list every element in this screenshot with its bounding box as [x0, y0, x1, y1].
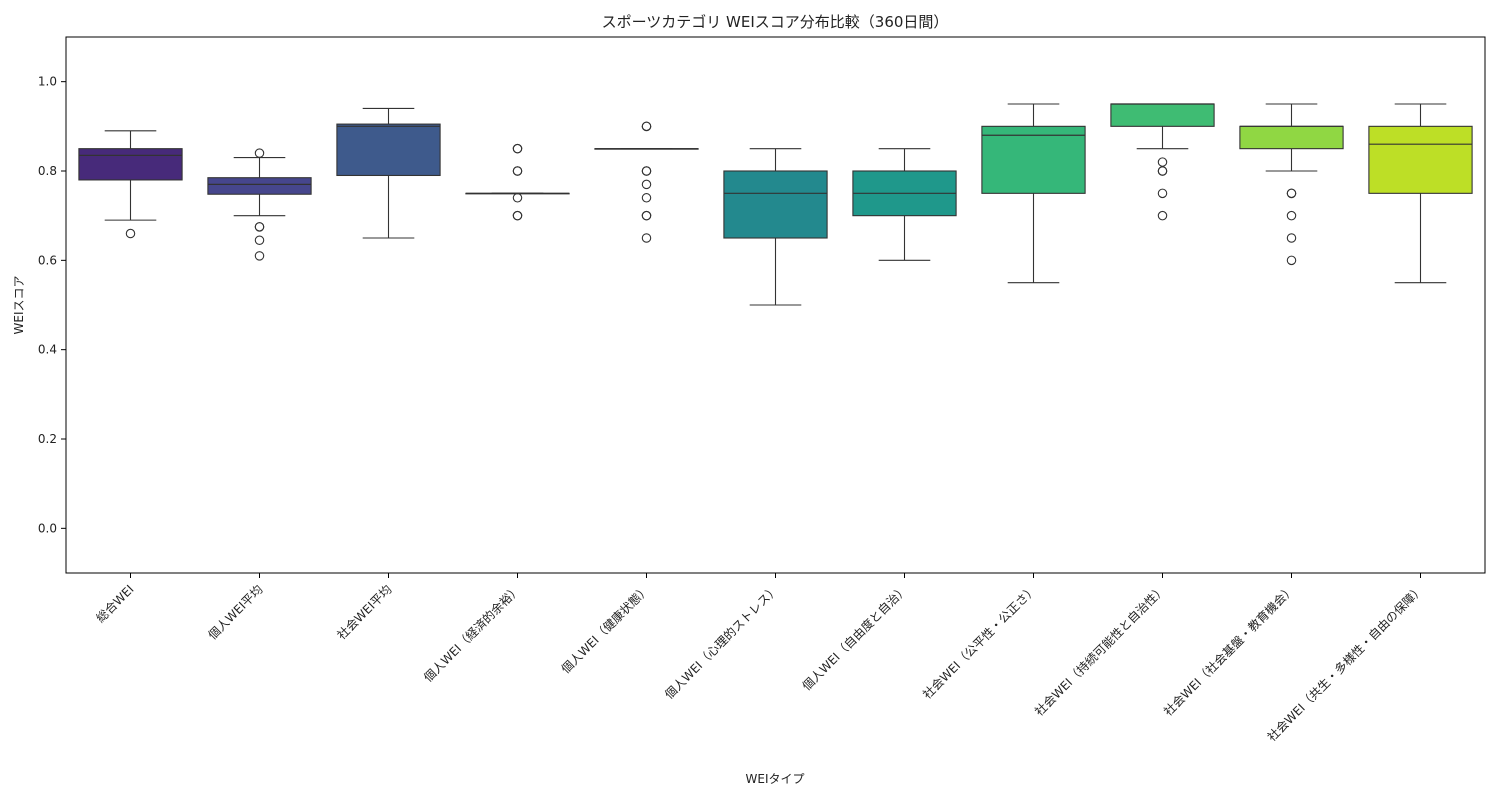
- plot-area: [78, 103, 1473, 306]
- box-group: [1368, 103, 1473, 284]
- outlier-point: [641, 233, 652, 243]
- y-tick-label: 0.8: [38, 164, 57, 178]
- y-tick-label: 1.0: [38, 75, 57, 89]
- box-group: [1110, 103, 1215, 221]
- outlier-point: [1286, 233, 1297, 243]
- box-group: [594, 121, 699, 243]
- outlier-point: [1157, 166, 1168, 176]
- box-iqr: [207, 177, 312, 195]
- outlier-point: [254, 148, 265, 158]
- x-tick-label: 社会WEI（公平性・公正さ）: [919, 582, 1039, 702]
- box-group: [981, 103, 1086, 284]
- chart-title: スポーツカテゴリ WEIスコア分布比較（360日間）: [602, 13, 949, 31]
- outlier-point: [254, 235, 265, 245]
- box-iqr: [78, 148, 183, 181]
- x-tick-label: 社会WEI（社会基盤・教育機会）: [1160, 582, 1297, 719]
- box-group: [465, 143, 570, 221]
- outlier-point: [1286, 255, 1297, 266]
- outlier-point: [641, 166, 652, 176]
- box-group: [723, 148, 828, 306]
- outlier-point: [1157, 188, 1168, 199]
- box-iqr: [723, 170, 828, 239]
- x-tick-label: 社会WEI平均: [334, 582, 395, 643]
- x-tick-label: 個人WEI（経済的余裕）: [420, 582, 523, 685]
- x-axis-label: WEIタイプ: [746, 772, 805, 786]
- box-group: [1239, 103, 1344, 266]
- box-group: [207, 148, 312, 261]
- box-iqr: [981, 125, 1086, 194]
- box-group: [78, 130, 183, 239]
- box-group: [336, 107, 441, 239]
- box-iqr: [336, 123, 441, 177]
- outlier-point: [1286, 210, 1297, 221]
- x-tick-label: 個人WEI（自由度と自治）: [799, 582, 911, 694]
- outlier-point: [641, 193, 652, 203]
- y-tick-label: 0.2: [38, 432, 57, 446]
- outlier-point: [641, 121, 652, 132]
- outlier-point: [1286, 188, 1297, 199]
- outlier-point: [512, 166, 523, 176]
- x-tick-label: 総合WEI: [93, 582, 137, 626]
- outlier-point: [254, 222, 265, 232]
- x-tick-label: 社会WEI（持続可能性と自治性）: [1031, 582, 1168, 719]
- outlier-point: [512, 193, 523, 203]
- y-tick-label: 0.6: [38, 253, 57, 267]
- y-tick-label: 0.4: [38, 343, 57, 357]
- x-tick-label: 個人WEI（健康状態）: [558, 582, 653, 677]
- box-iqr: [1368, 125, 1473, 194]
- outlier-point: [125, 228, 136, 239]
- outlier-point: [641, 179, 652, 190]
- outlier-point: [512, 210, 523, 221]
- outlier-point: [1157, 157, 1168, 167]
- box-group: [852, 148, 957, 261]
- box-iqr: [1110, 103, 1215, 127]
- x-tick-label: 個人WEI（心理的ストレス）: [661, 582, 781, 702]
- outlier-point: [512, 143, 523, 154]
- outlier-point: [641, 210, 652, 221]
- box-iqr: [1239, 125, 1344, 150]
- x-tick-label: 社会WEI（共生・多様性・自由の保障）: [1264, 582, 1427, 745]
- y-tick-label: 0.0: [38, 521, 57, 535]
- x-tick-label: 個人WEI平均: [206, 582, 266, 642]
- outlier-point: [254, 251, 265, 261]
- outlier-point: [1157, 210, 1168, 221]
- y-axis-label: WEIスコア: [12, 276, 26, 335]
